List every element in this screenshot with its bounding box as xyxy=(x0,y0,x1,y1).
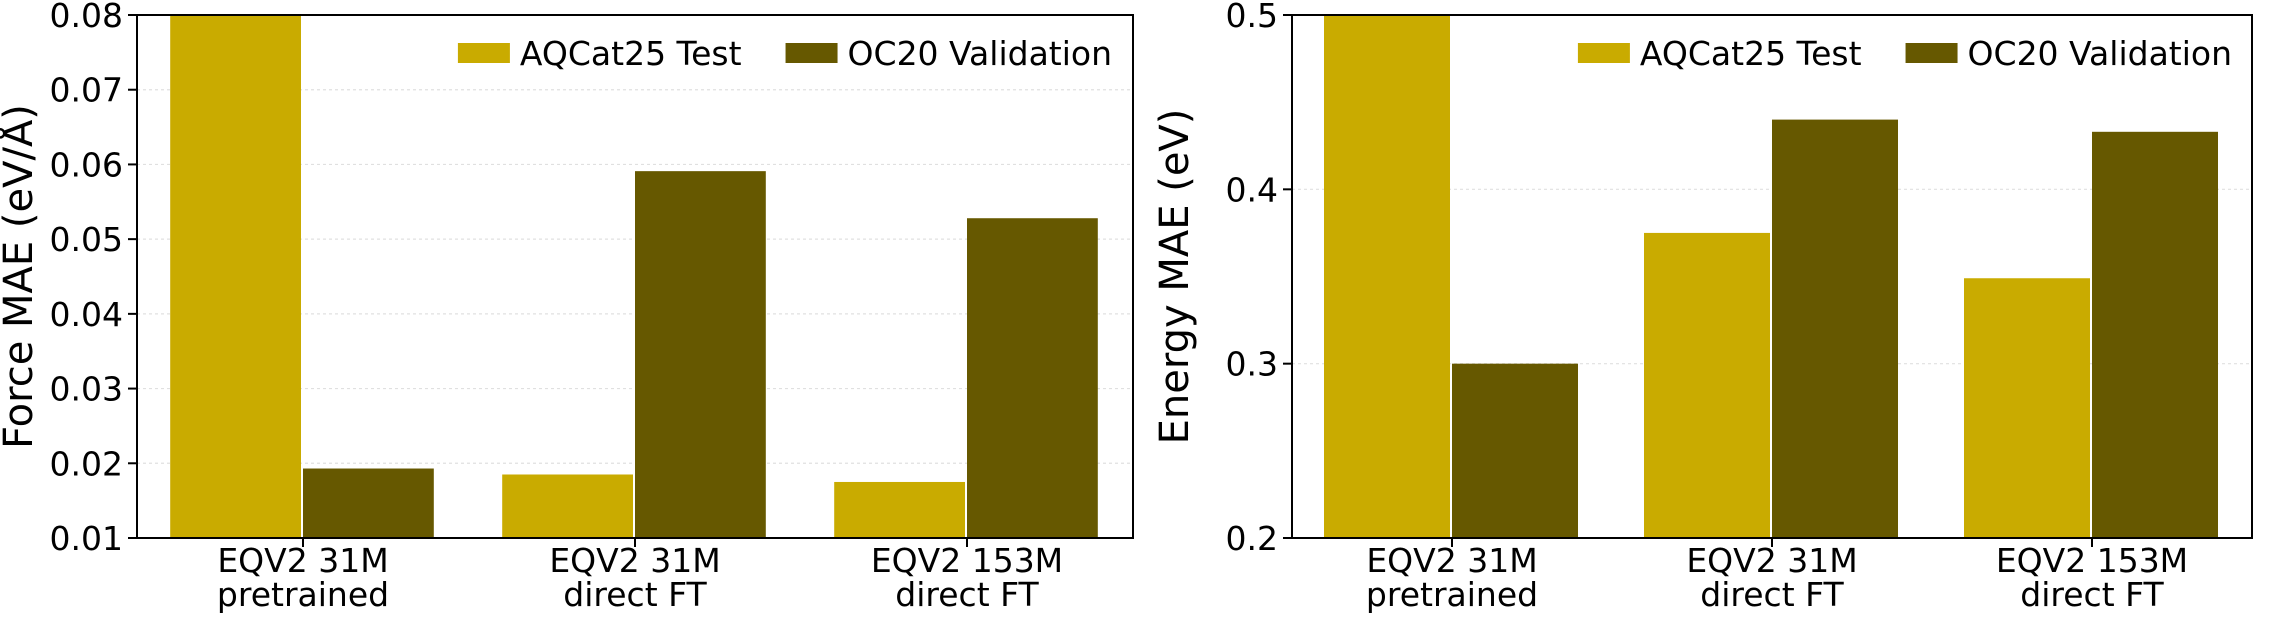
y-axis-title: Force MAE (eV/Å) xyxy=(0,104,42,449)
x-tick-label: EQV2 31M xyxy=(1686,541,1857,580)
y-tick-label: 0.08 xyxy=(50,0,123,35)
y-tick-label: 0.06 xyxy=(50,145,123,184)
y-tick-label: 0.2 xyxy=(1226,519,1278,558)
legend-swatch xyxy=(457,43,510,63)
plot-frame xyxy=(136,14,1134,539)
legend-label: AQCat25 Test xyxy=(1640,34,1862,73)
bar-aqcat25-test-1 xyxy=(170,15,301,538)
y-tick-label: 0.3 xyxy=(1226,345,1278,384)
x-tick-label: EQV2 153M xyxy=(871,541,1063,580)
legend-label: OC20 Validation xyxy=(1968,34,2232,73)
x-tick-label: pretrained xyxy=(1366,575,1538,614)
y-tick-label: 0.05 xyxy=(50,220,123,259)
bar-aqcat25-test-2 xyxy=(1644,232,1770,538)
bars xyxy=(1324,15,2218,538)
x-tick-label: direct FT xyxy=(563,575,707,614)
legend-label: AQCat25 Test xyxy=(520,34,742,73)
legend-swatch xyxy=(1577,43,1630,63)
legend: AQCat25 Test OC20 Validation xyxy=(457,34,1112,73)
x-tick-label: direct FT xyxy=(2020,575,2164,614)
chart-panel-1: 0.01 0.02 0.03 0.04 0.05 0.06 0.07 0.08 EQV2 31M… xyxy=(0,0,1134,614)
legend-swatch xyxy=(785,43,838,63)
bar-aqcat25-test-1 xyxy=(1324,15,1450,538)
x-tick-label: direct FT xyxy=(895,575,1039,614)
y-tick-label: 0.4 xyxy=(1226,170,1278,209)
y-axis-title: Energy MAE (eV) xyxy=(1152,109,1198,445)
x-tick-label: direct FT xyxy=(1700,575,1844,614)
bar-oc20-validation-1 xyxy=(303,468,434,538)
bar-oc20-validation-1 xyxy=(1452,363,1578,538)
legend-swatch xyxy=(1905,43,1958,63)
x-tick-label: pretrained xyxy=(217,575,389,614)
bars xyxy=(170,15,1098,538)
y-tick-label: 0.07 xyxy=(50,71,123,110)
legend-label: OC20 Validation xyxy=(848,34,1112,73)
y-tick-label: 0.02 xyxy=(50,444,123,483)
bar-oc20-validation-2 xyxy=(635,171,766,538)
y-tick-label: 0.01 xyxy=(50,519,123,558)
bar-oc20-validation-3 xyxy=(967,218,1098,538)
x-tick-label: EQV2 31M xyxy=(217,541,388,580)
legend: AQCat25 Test OC20 Validation xyxy=(1577,34,2232,73)
x-tick-label: EQV2 153M xyxy=(1996,541,2188,580)
bar-oc20-validation-3 xyxy=(2092,131,2218,538)
plot-frame xyxy=(1291,14,2253,539)
bar-aqcat25-test-3 xyxy=(834,481,965,538)
bar-aqcat25-test-3 xyxy=(1964,278,2090,538)
y-tick-label: 0.5 xyxy=(1226,0,1278,35)
x-tick-label: EQV2 31M xyxy=(1366,541,1537,580)
bar-oc20-validation-2 xyxy=(1772,119,1898,538)
bar-aqcat25-test-2 xyxy=(502,474,633,538)
y-tick-label: 0.04 xyxy=(50,295,123,334)
y-tick-label: 0.03 xyxy=(50,370,123,409)
x-tick-label: EQV2 31M xyxy=(549,541,720,580)
